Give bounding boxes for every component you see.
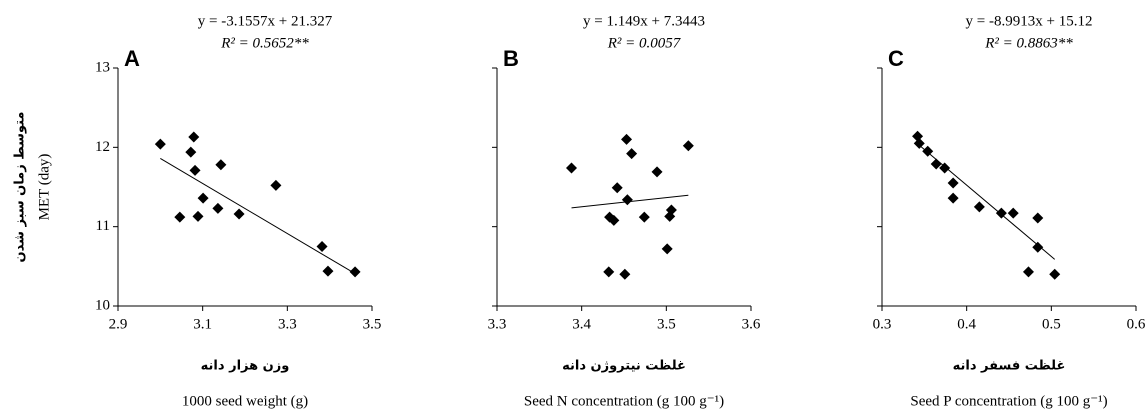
point [913,137,925,149]
point [192,210,204,222]
r-squared: R² = 0.8863** [984,35,1073,51]
y-tick-label: 12 [95,139,110,155]
equation: y = -8.9913x + 15.12 [966,13,1093,29]
point [682,140,694,152]
trendline [160,158,356,275]
point [621,194,633,206]
x-axis-label-fa: غلظت فسفر دانه [953,359,1066,374]
panel-letter: A [124,46,140,71]
point [651,166,663,178]
x-tick-label: 3.1 [193,316,212,332]
x-tick-label: 3.3 [278,316,297,332]
point [664,210,676,222]
point [185,146,197,158]
point [1022,266,1034,278]
y-tick-label: 11 [96,218,110,234]
point [930,158,942,170]
x-tick-label: 0.6 [1127,316,1146,332]
point [349,266,361,278]
point [174,211,186,223]
point [188,131,200,143]
x-tick-label: 0.3 [873,316,892,332]
point [566,162,578,174]
y-axis-label: MET (day) [36,154,52,221]
x-tick-label: 3.6 [742,316,761,332]
point [233,208,245,220]
r-squared: R² = 0.0057 [607,35,682,51]
equation: y = 1.149x + 7.3443 [583,13,705,29]
x-axis-label: Seed N concentration (g 100 g⁻¹) [524,393,724,409]
x-axis-label-fa: وزن هزار دانه [201,359,290,374]
x-axis-label: 1000 seed weight (g) [182,393,308,409]
point [154,138,166,150]
x-tick-label: 0.5 [1042,316,1061,332]
x-tick-label: 3.3 [488,316,507,332]
x-tick-label: 0.4 [957,316,976,332]
x-tick-label: 3.4 [572,316,591,332]
point [197,192,209,204]
point [939,162,951,174]
point [603,266,615,278]
point [316,241,328,252]
point [1032,212,1044,224]
point [611,182,623,194]
point [189,164,201,176]
point [619,268,631,280]
y-tick-label: 10 [95,297,110,313]
x-tick-label: 3.5 [363,316,382,332]
panel-letter: C [888,46,904,71]
point [973,201,985,213]
point [621,133,633,145]
point [661,243,673,255]
point [922,145,934,157]
point [215,159,227,171]
x-tick-label: 3.5 [657,316,676,332]
y-tick-label: 13 [95,59,110,75]
point [638,211,650,223]
x-axis-label: Seed P concentration (g 100 g⁻¹) [910,393,1107,409]
point [947,192,959,204]
point [212,202,224,214]
point [995,207,1007,219]
x-tick-label: 2.9 [109,316,128,332]
point [608,214,620,226]
equation: y = -3.1557x + 21.327 [198,13,333,29]
point [1007,207,1019,219]
point [947,177,959,189]
point [1032,241,1044,253]
r-squared: R² = 0.5652** [220,35,309,51]
point [1049,268,1061,280]
y-axis-label-fa: متوسط زمان سبز شدن [13,112,28,263]
panel-letter: B [503,46,519,71]
x-axis-label-fa: غلظت نیتروژن دانه [562,359,686,374]
point [322,265,334,277]
point [270,179,282,191]
point [626,148,638,160]
